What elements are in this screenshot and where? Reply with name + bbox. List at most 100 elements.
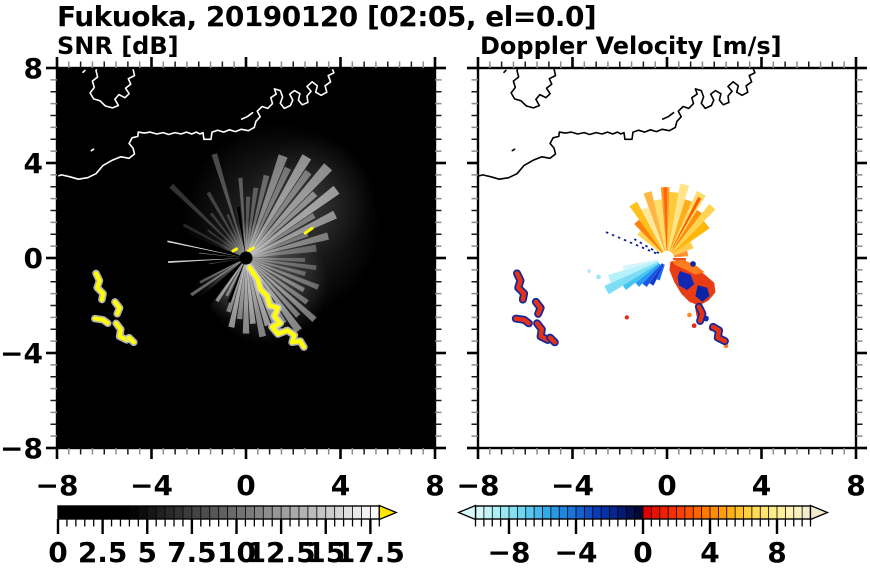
snr-colorbar-label: 2.5 [78,536,128,569]
snr-colorbar-block [138,506,148,519]
doppler-colorbar-block [751,506,761,519]
coastline [503,69,507,74]
doppler-colorbar-block [626,506,635,519]
doppler-wedge [670,209,702,253]
doppler-colorbar-block [550,506,560,519]
doppler-wedge [667,191,679,251]
doppler-colorbar-under-arrow [456,504,477,521]
doppler-colorbar-block [517,506,526,519]
snr-ray [238,177,246,252]
doppler-colorbar-block [643,506,652,519]
snr-saturated-track [112,299,122,316]
doppler-colorbar-block [651,506,660,519]
doppler-colorbar-block [559,506,568,519]
doppler-track-core [534,321,550,343]
snr-ray [252,258,306,263]
doppler-colorbar-block [710,506,719,519]
snr-colorbar-block [218,506,228,519]
snr-ray [251,213,316,255]
snr-colorbar-block [281,506,291,519]
snr-bright-ray [168,258,240,263]
snr-ray [225,263,244,297]
doppler-colorbar-block [617,506,627,519]
snr-ray [247,264,267,338]
doppler-colorbar-block [500,506,509,519]
snr-colorbar-label: 5 [138,536,157,569]
doppler-colorbar-over-arrow [809,504,830,521]
snr-y-tick-label: 4 [24,147,43,180]
snr-colorbar-block [156,506,166,519]
snr-colorbar-block [120,506,130,519]
doppler-colorbar-block [701,506,710,519]
snr-colorbar-block [334,506,344,519]
doppler-dotted-ray [633,238,660,255]
snr-colorbar-block [174,506,183,519]
snr-x-tick-label: 8 [425,469,444,502]
doppler-colorbar-block [525,506,535,519]
snr-colorbar-block [147,506,157,519]
snr-ray [251,210,337,256]
doppler-wedge [604,261,659,295]
snr-x-tick-label: −8 [36,469,79,502]
doppler-colorbar-block [777,506,786,519]
snr-ray [252,258,317,271]
figure-content: −8 −4 0 4 8 8 4 0 −4 −8 −8 −4 0 4 8 0 2.5 5 7.5 1012.51517.… [0,52,867,569]
snr-ray [215,263,243,303]
doppler-wedge [649,263,664,286]
snr-colorbar-block [200,506,210,519]
snr-ray [248,166,291,253]
snr-colorbar-label: 17.5 [336,536,405,569]
doppler-x-tick-label: 0 [657,469,676,502]
snr-colorbar-block [165,506,175,519]
doppler-colorbar-label: 0 [633,536,652,569]
snr-shadow-wedge [227,262,245,303]
snr-saturated-track [93,271,106,302]
doppler-wedge [635,263,661,287]
snr-ray [236,264,246,320]
snr-panel-label: SNR [dB] [57,32,179,60]
snr-colorbar-block [102,506,112,519]
snr-saturated-track [113,321,129,342]
doppler-colorbar-block [567,506,576,519]
doppler-colorbar-label: 4 [700,536,719,569]
snr-colorbar-block [343,506,353,519]
snr-colorbar-label: 10 [217,536,256,569]
doppler-colorbar-block [768,506,777,519]
snr-ray [250,262,301,318]
snr-ray [169,183,242,254]
doppler-colorbar-block [534,506,543,519]
figure-title: Fukuoka, 20190120 [02:05, el=0.0] [57,0,597,33]
snr-ray [252,259,306,276]
snr-ray [207,229,241,255]
snr-colorbar-block [129,506,139,519]
snr-ray [250,262,317,322]
snr-ray [252,260,320,290]
doppler-wedge [672,241,694,256]
snr-ray [190,261,241,297]
doppler-colorbar-block [684,506,694,519]
snr-colorbar-block [84,506,94,519]
doppler-colorbar-label: 8 [767,536,786,569]
coastline [478,68,756,180]
snr-colorbar-block [325,506,335,519]
snr-colorbar-label: 7.5 [167,536,217,569]
snr-ray [211,153,245,252]
snr-colorbar-block [370,506,380,519]
snr-colorbar-block [290,506,299,519]
doppler-track-core [547,335,558,345]
doppler-wedge [672,197,702,248]
snr-colorbar-block [75,506,85,519]
doppler-colorbar-block [542,506,551,519]
snr-saturated-track [127,335,136,345]
snr-y-tick-label: 8 [24,52,43,85]
doppler-dot [687,312,692,318]
doppler-colorbar-label: −8 [488,536,531,569]
snr-colorbar-block [263,506,273,519]
doppler-wedge [673,250,689,258]
doppler-colorbar-block [659,506,669,519]
doppler-blob [677,271,695,291]
snr-panel-plot [57,68,435,448]
doppler-x-tick-label: −4 [551,469,594,502]
doppler-dot [587,269,591,273]
